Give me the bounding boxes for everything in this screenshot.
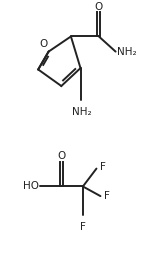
Text: F: F (80, 222, 86, 232)
Text: NH₂: NH₂ (72, 107, 91, 117)
Text: NH₂: NH₂ (117, 47, 136, 57)
Text: F: F (100, 162, 106, 172)
Text: HO: HO (23, 182, 39, 192)
Text: F: F (104, 191, 110, 201)
Text: O: O (40, 39, 48, 49)
Text: O: O (57, 151, 66, 161)
Text: O: O (95, 2, 103, 12)
